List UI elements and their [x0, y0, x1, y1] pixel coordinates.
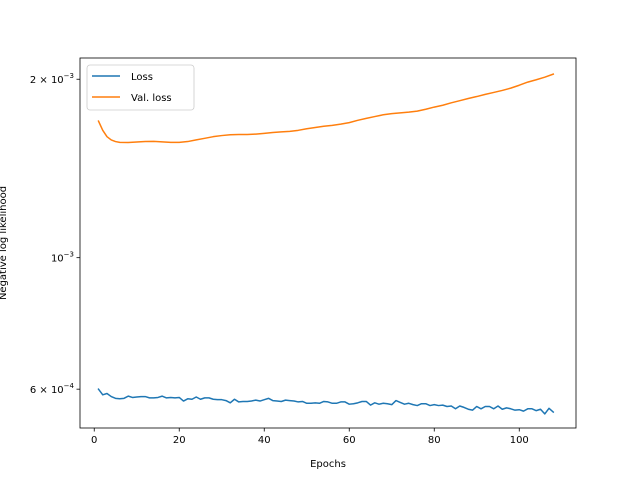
x-axis-label: Epochs [310, 459, 346, 470]
x-tick-label: 20 [173, 435, 186, 446]
y-axis-label: Negative log likelihood [0, 186, 9, 300]
y-tick-label: 2 × 10−3 [30, 72, 74, 86]
legend-label-loss: Loss [131, 72, 153, 83]
series-line-1 [97, 73, 555, 144]
x-tick-label: 40 [258, 435, 271, 446]
legend: Loss Val. loss [86, 64, 195, 111]
axes-frame [79, 57, 577, 429]
y-tick-label: 10−3 [51, 251, 74, 265]
x-tick-label: 60 [343, 435, 356, 446]
x-tick-label: 80 [428, 435, 441, 446]
x-axis-ticks: 0 20 40 60 80 100 [91, 428, 529, 446]
legend-label-val-loss: Val. loss [131, 93, 172, 104]
y-tick-label: 6 × 10−4 [30, 382, 75, 396]
y-axis-ticks: 6 × 10−4 10−3 2 × 10−3 [30, 72, 80, 396]
series-line-0 [97, 388, 555, 415]
x-tick-label: 0 [91, 435, 97, 446]
plot-area [80, 58, 576, 428]
x-tick-label: 100 [510, 435, 529, 446]
series-layer [97, 73, 555, 415]
